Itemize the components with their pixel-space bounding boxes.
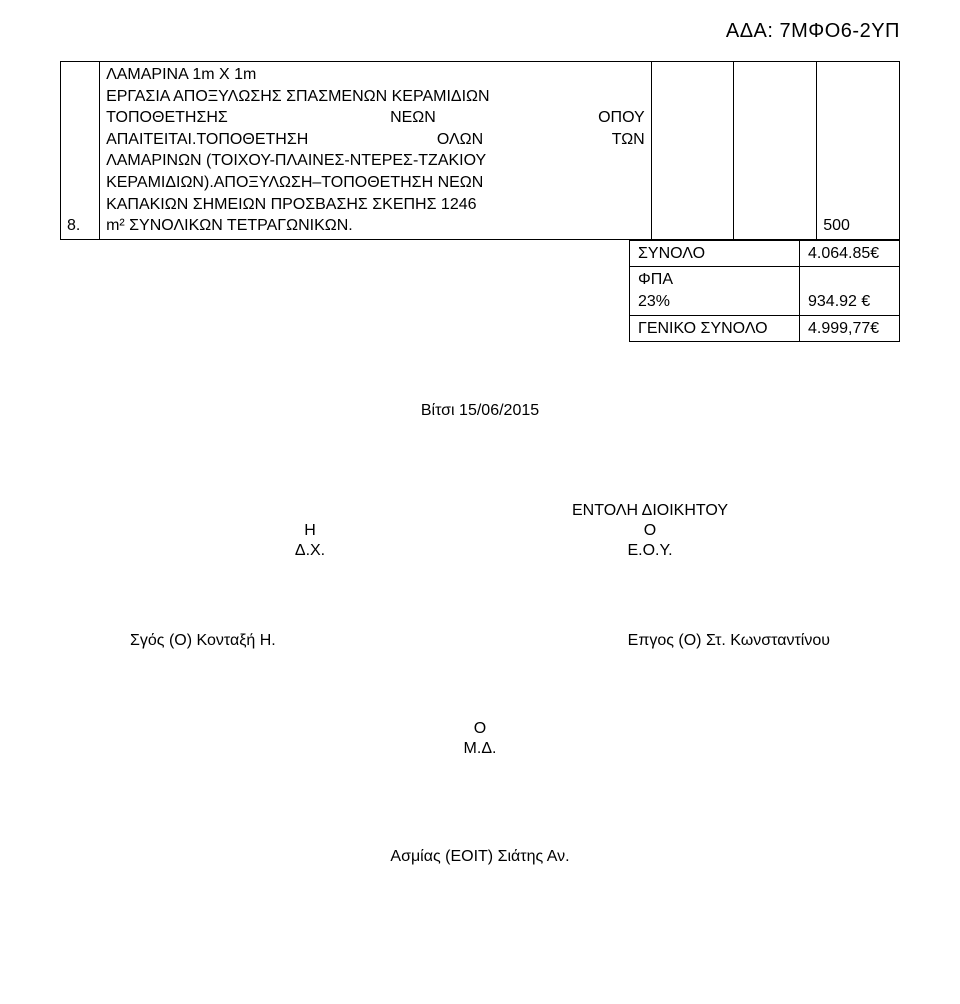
desc-line: ΤΟΠΟΘΕΤΗΣΗΣ ΝΕΩΝ ΟΠΟΥ bbox=[106, 107, 645, 129]
desc-line: ΚΕΡΑΜΙΔΙΩΝ).ΑΠΟΞΥΛΩΣΗ–ΤΟΠΟΘΕΤΗΣΗ ΝΕΩΝ bbox=[106, 172, 645, 194]
date-line: Βίτσι 15/06/2015 bbox=[60, 402, 900, 420]
row-index: 8. bbox=[61, 62, 100, 240]
name-right: Επγος (Ο) Στ. Κωνσταντίνου bbox=[628, 632, 830, 650]
desc-word: ΑΠΑΙΤΕΙΤΑΙ.ΤΟΠΟΘΕΤΗΣΗ bbox=[106, 129, 308, 151]
name-left: Σγός (Ο) Κονταξή Η. bbox=[130, 632, 276, 650]
sig-line: ΕΝΤΟΛΗ ΔΙΟΙΚΗΤΟΥ bbox=[520, 502, 780, 520]
ada-code: ΑΔΑ: 7ΜΦΟ6-2ΥΠ bbox=[60, 20, 900, 43]
desc-line: ΛΑΜΑΡΙΝΩΝ (ΤΟΙΧΟΥ-ΠΛΑΙΝΕΣ-ΝΤΕΡΕΣ-ΤΖΑΚΙΟΥ bbox=[106, 150, 645, 172]
desc-word: ΤΩΝ bbox=[612, 129, 645, 151]
fpa-label-line: ΦΠΑ bbox=[638, 269, 791, 291]
desc-word: ΟΛΩΝ bbox=[437, 129, 483, 151]
synolo-label: ΣΥΝΟΛΟ bbox=[630, 240, 800, 267]
empty-cell bbox=[651, 62, 734, 240]
totals-row-geniko: ΓΕΝΙΚΟ ΣΥΝΟΛΟ 4.999,77€ bbox=[630, 315, 900, 342]
totals-table: ΣΥΝΟΛΟ 4.064.85€ ΦΠΑ 23% 934.92 € ΓΕΝΙΚΟ… bbox=[629, 240, 900, 342]
geniko-label: ΓΕΝΙΚΟ ΣΥΝΟΛΟ bbox=[630, 315, 800, 342]
desc-line: ΑΠΑΙΤΕΙΤΑΙ.ΤΟΠΟΘΕΤΗΣΗ ΟΛΩΝ ΤΩΝ bbox=[106, 129, 645, 151]
signature-block-top: Η Δ.Χ. ΕΝΤΟΛΗ ΔΙΟΙΚΗΤΟΥ Ο Ε.Ο.Υ. bbox=[60, 500, 900, 562]
sig-line: Ο bbox=[520, 522, 780, 540]
desc-word: ΟΠΟΥ bbox=[598, 107, 645, 129]
sig-line: Η bbox=[180, 522, 440, 540]
desc-word: ΝΕΩΝ bbox=[390, 107, 436, 129]
sig-line: Ε.Ο.Υ. bbox=[520, 542, 780, 560]
empty-cell bbox=[734, 62, 817, 240]
totals-row-fpa: ΦΠΑ 23% 934.92 € bbox=[630, 267, 900, 315]
row-value: 500 bbox=[817, 62, 900, 240]
main-table: 8. ΛΑΜΑΡΙΝΑ 1m X 1m ΕΡΓΑΣΙΑ ΑΠΟΞΥΛΩΣΗΣ Σ… bbox=[60, 61, 900, 240]
sig-line bbox=[180, 502, 440, 520]
md-line: Μ.Δ. bbox=[60, 740, 900, 758]
desc-line: ΚΑΠΑΚΙΩΝ ΣΗΜΕΙΩΝ ΠΡΟΣΒΑΣΗΣ ΣΚΕΠΗΣ 1246 bbox=[106, 194, 645, 216]
footer-name: Ασμίας (ΕΟΙΤ) Σιάτης Αν. bbox=[60, 848, 900, 866]
signature-names: Σγός (Ο) Κονταξή Η. Επγος (Ο) Στ. Κωνστα… bbox=[60, 632, 900, 650]
page: ΑΔΑ: 7ΜΦΟ6-2ΥΠ 8. ΛΑΜΑΡΙΝΑ 1m X 1m ΕΡΓΑΣ… bbox=[0, 0, 960, 1004]
geniko-value: 4.999,77€ bbox=[800, 315, 900, 342]
signature-left: Η Δ.Χ. bbox=[180, 500, 440, 562]
table-row: 8. ΛΑΜΑΡΙΝΑ 1m X 1m ΕΡΓΑΣΙΑ ΑΠΟΞΥΛΩΣΗΣ Σ… bbox=[61, 62, 900, 240]
synolo-value: 4.064.85€ bbox=[800, 240, 900, 267]
fpa-value: 934.92 € bbox=[800, 267, 900, 315]
desc-line: ΕΡΓΑΣΙΑ ΑΠΟΞΥΛΩΣΗΣ ΣΠΑΣΜΕΝΩΝ ΚΕΡΑΜΙΔΙΩΝ bbox=[106, 86, 645, 108]
md-block: Ο Μ.Δ. bbox=[60, 720, 900, 758]
row-description: ΛΑΜΑΡΙΝΑ 1m X 1m ΕΡΓΑΣΙΑ ΑΠΟΞΥΛΩΣΗΣ ΣΠΑΣ… bbox=[100, 62, 652, 240]
desc-word: ΤΟΠΟΘΕΤΗΣΗΣ bbox=[106, 107, 228, 129]
desc-line: m² ΣΥΝΟΛΙΚΩΝ ΤΕΤΡΑΓΩΝΙΚΩΝ. bbox=[106, 215, 645, 237]
totals-row-synolo: ΣΥΝΟΛΟ 4.064.85€ bbox=[630, 240, 900, 267]
md-line: Ο bbox=[60, 720, 900, 738]
sig-line: Δ.Χ. bbox=[180, 542, 440, 560]
desc-line: ΛΑΜΑΡΙΝΑ 1m X 1m bbox=[106, 64, 645, 86]
fpa-label-line: 23% bbox=[638, 291, 791, 313]
fpa-label: ΦΠΑ 23% bbox=[630, 267, 800, 315]
signature-right: ΕΝΤΟΛΗ ΔΙΟΙΚΗΤΟΥ Ο Ε.Ο.Υ. bbox=[520, 500, 780, 562]
